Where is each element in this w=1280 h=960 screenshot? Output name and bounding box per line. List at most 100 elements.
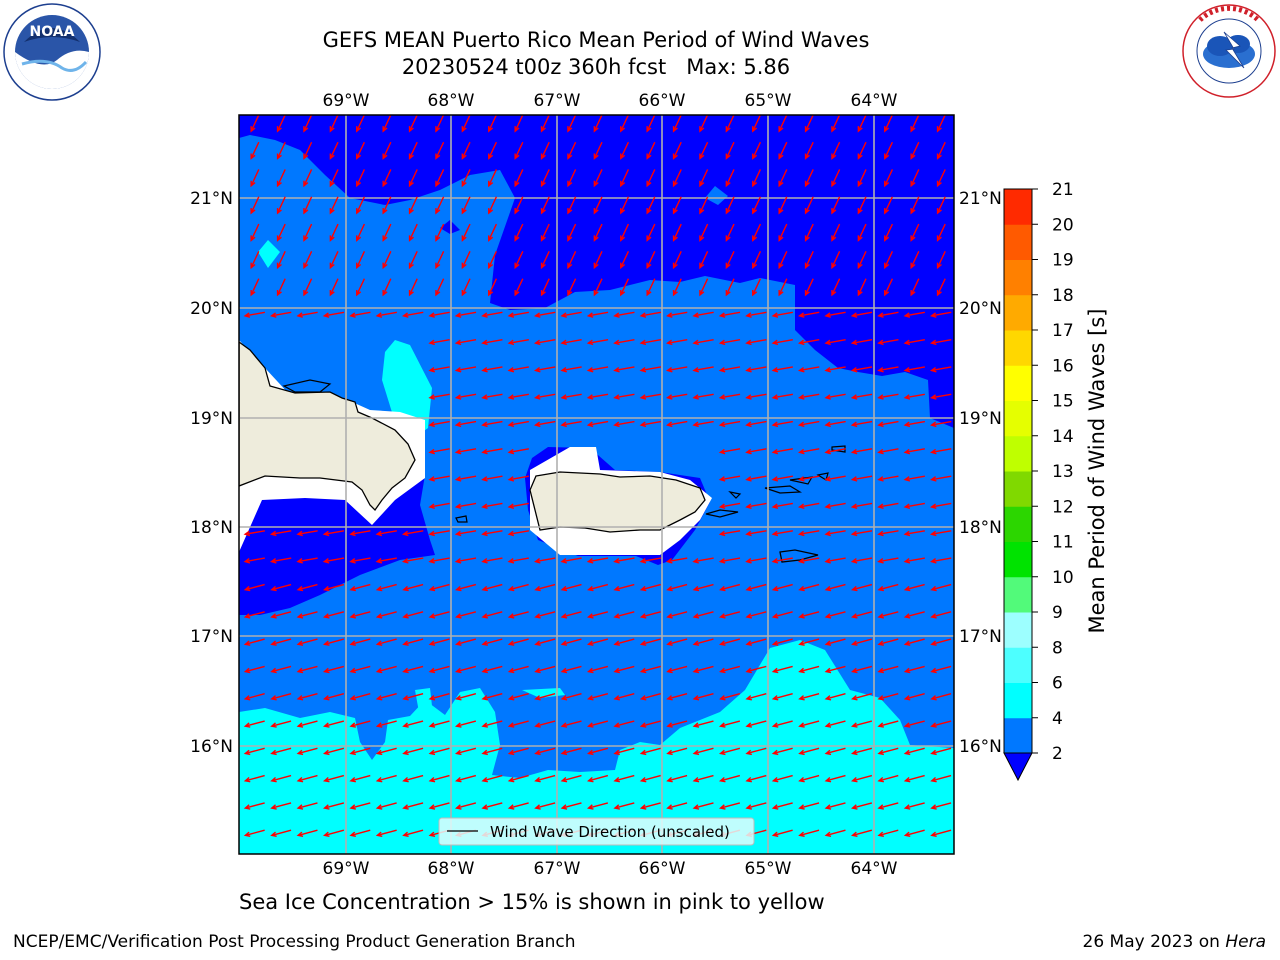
wind-arrow	[560, 583, 582, 592]
wind-arrow	[725, 223, 735, 242]
wind-arrow	[745, 475, 767, 482]
wind-arrow	[269, 530, 292, 537]
wind-arrow	[778, 169, 788, 188]
wind-arrow	[824, 311, 846, 318]
wind-arrow	[593, 278, 603, 297]
wind-arrow	[382, 278, 392, 297]
wind-arrow	[534, 774, 556, 783]
wind-arrow	[672, 251, 682, 270]
wind-arrow	[356, 251, 366, 270]
wind-arrow	[408, 251, 418, 270]
wind-arrow	[567, 115, 577, 133]
wind-arrow	[356, 169, 366, 188]
wind-arrow	[250, 115, 260, 133]
wind-arrow	[560, 366, 582, 373]
wind-arrow	[936, 278, 946, 297]
wind-arrow	[613, 720, 635, 728]
wind-arrow	[692, 802, 714, 810]
wind-arrow	[322, 611, 345, 619]
wind-arrow	[428, 338, 450, 346]
land-mona	[455, 515, 468, 523]
wind-arrow	[646, 278, 656, 297]
wind-arrow	[646, 169, 656, 188]
wind-arrow	[322, 720, 345, 728]
wind-arrow	[752, 278, 762, 297]
wind-arrow	[243, 665, 265, 674]
footer-date: 26 May 2023 on	[1082, 932, 1226, 952]
wind-arrow	[639, 611, 661, 619]
wind-arrow	[349, 829, 371, 838]
wind-arrow	[243, 774, 265, 783]
chart-title: GEFS MEAN Puerto Rico Mean Period of Win…	[322, 28, 870, 52]
wind-arrow	[718, 583, 741, 592]
field-under-2s-north	[239, 115, 954, 428]
wind-arrow	[771, 665, 793, 674]
wind-arrow	[639, 747, 661, 756]
wind-arrow	[824, 638, 846, 646]
wind-arrow	[382, 251, 392, 270]
wind-arrow	[375, 557, 397, 564]
wind-arrow	[718, 475, 741, 482]
wind-arrow	[639, 774, 661, 783]
wind-arrow	[797, 502, 820, 509]
wind-arrow	[586, 311, 609, 318]
wind-arrow	[831, 141, 841, 160]
wind-arrow	[798, 638, 820, 646]
wind-arrow	[428, 693, 450, 701]
wind-arrow	[824, 393, 846, 400]
wind-arrow	[797, 557, 820, 564]
wind-arrow	[798, 747, 820, 756]
lon-label-bottom: 67°W	[534, 859, 581, 879]
wind-arrow	[296, 747, 318, 756]
wind-arrow	[752, 141, 762, 160]
wind-arrow	[778, 196, 788, 215]
wind-arrow	[620, 251, 630, 270]
wind-arrow	[488, 278, 498, 297]
wind-arrow	[692, 720, 714, 728]
colorbar-tick-label: 9	[1052, 603, 1063, 623]
wind-arrow	[665, 420, 688, 428]
wind-arrow	[639, 393, 661, 400]
lat-label-left: 18°N	[190, 518, 233, 538]
colorbar-tick-label: 2	[1052, 744, 1063, 764]
wind-arrow	[930, 774, 952, 783]
wind-arrow	[666, 583, 688, 592]
wind-arrow	[507, 393, 529, 400]
wind-arrow	[481, 393, 503, 400]
wind-arrow	[243, 802, 265, 810]
lon-label-top: 68°W	[428, 91, 475, 111]
wind-arrow	[824, 557, 846, 564]
wind-arrow	[375, 638, 397, 646]
wind-arrow	[824, 530, 846, 537]
wind-arrow	[461, 141, 471, 160]
wind-arrow	[850, 420, 873, 428]
wind-arrow	[745, 747, 767, 756]
wind-arrow	[461, 196, 471, 215]
wind-arrow	[699, 141, 709, 160]
lat-labels-left: 21°N 20°N 19°N 18°N 17°N 16°N	[190, 189, 233, 757]
colorbar-tick-label: 16	[1052, 356, 1074, 376]
colorbar-swatch	[1004, 259, 1032, 296]
wind-arrow	[831, 278, 841, 297]
wind-arrow	[646, 196, 656, 215]
field-2-4s-hole	[440, 220, 460, 234]
wind-arrow	[752, 196, 762, 215]
wind-arrow	[725, 141, 735, 160]
wind-arrow	[718, 802, 741, 810]
wind-arrow	[884, 169, 894, 188]
colorbar-tick-label: 4	[1052, 709, 1063, 729]
wind-arrow	[533, 420, 556, 428]
wind-arrow	[270, 611, 292, 619]
wind-arrow	[507, 747, 529, 756]
wind-arrow	[884, 223, 894, 242]
wind-arrow	[877, 502, 899, 509]
wind-arrow	[375, 774, 397, 783]
wind-arrow	[250, 278, 260, 297]
wind-arrow	[639, 638, 661, 646]
wind-arrow	[613, 747, 635, 756]
wind-arrow	[797, 393, 820, 400]
wind-arrow	[877, 557, 899, 564]
wind-arrow	[402, 720, 424, 728]
wind-arrow	[798, 693, 820, 701]
